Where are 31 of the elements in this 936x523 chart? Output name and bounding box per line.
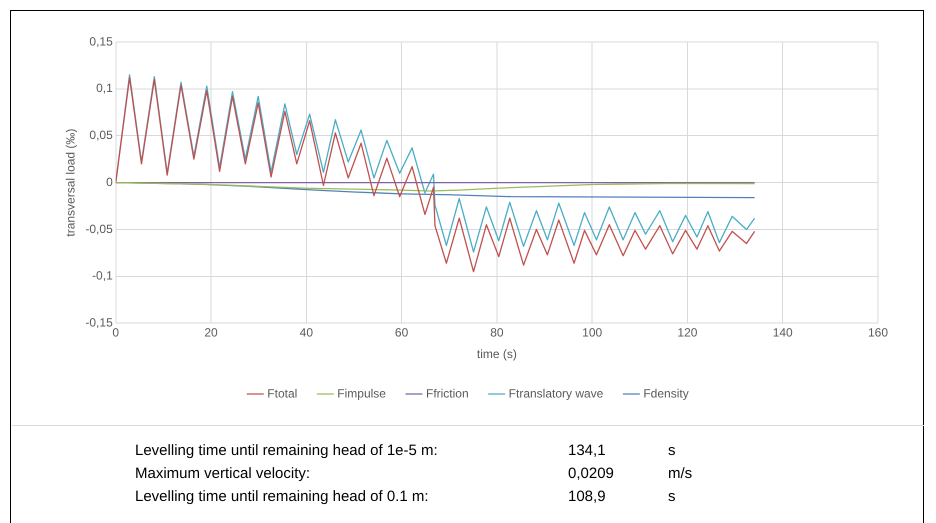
legend-label: Ffriction xyxy=(426,386,469,400)
text: 134,1 xyxy=(568,442,607,459)
text: s xyxy=(668,488,676,505)
y-tick-label: 0,1 xyxy=(96,81,114,96)
x-tick-label: 160 xyxy=(868,326,888,340)
x-tick-label: 60 xyxy=(394,326,409,340)
y-tick-label: 0,05 xyxy=(89,128,114,142)
x-tick-label: 140 xyxy=(772,326,794,340)
legend-label: Fdensity xyxy=(643,386,689,400)
text: Maximum vertical velocity: xyxy=(135,465,312,482)
x-tick-label: 40 xyxy=(300,326,314,340)
y-tick-label: -0,1 xyxy=(92,268,114,283)
y-tick-label: 0 xyxy=(106,174,114,189)
x-tick-label: 80 xyxy=(490,326,504,340)
legend-label: Ftotal xyxy=(267,386,298,400)
y-tick-label: -0,15 xyxy=(85,316,114,330)
x-tick-label: 100 xyxy=(582,326,602,340)
x-tick-label: 20 xyxy=(204,326,218,340)
y-axis-title: transversal load (‰) xyxy=(64,128,78,237)
text: Levelling time until remaining head of 1e-5 m: xyxy=(135,442,439,459)
y-tick-label: -0,05 xyxy=(85,222,114,236)
text: m/s xyxy=(668,465,694,482)
text: 108,9 xyxy=(568,488,607,505)
text: 0,0209 xyxy=(568,465,615,482)
x-axis-title: time (s) xyxy=(476,347,517,362)
legend-label: Ftranslatory wave xyxy=(508,386,604,400)
text: Levelling time until remaining head of 0.1 m: xyxy=(135,488,430,505)
y-tick-label: 0,15 xyxy=(89,34,114,48)
text: s xyxy=(668,442,676,459)
x-tick-label: 120 xyxy=(677,326,698,340)
legend-label: Fimpulse xyxy=(337,386,386,400)
